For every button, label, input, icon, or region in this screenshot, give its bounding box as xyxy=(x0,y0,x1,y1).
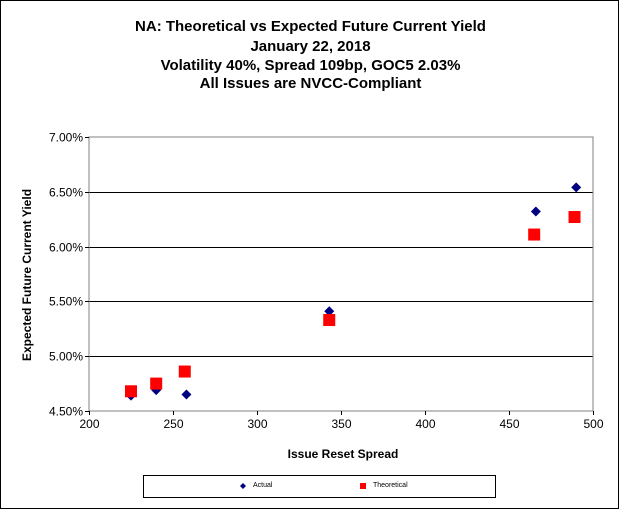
point-actual xyxy=(324,306,335,317)
y-axis-title: Expected Future Current Yield xyxy=(20,189,34,361)
point-actual xyxy=(530,206,541,217)
x-tick-label: 200 xyxy=(79,417,99,431)
point-theoretical xyxy=(125,385,137,398)
x-axis-title: Issue Reset Spread xyxy=(288,447,399,461)
square-icon xyxy=(360,483,366,489)
point-theoretical xyxy=(178,365,191,378)
axis-ticks: 4.50% 5.00% 5.50% 6.00% 6.50% 7.00% 200 250 300 3… xyxy=(49,131,604,432)
gridlines xyxy=(89,192,593,357)
diamond-icon xyxy=(240,483,246,489)
chart-title-line-2: January 22, 2018 xyxy=(250,38,371,55)
point-theoretical xyxy=(150,377,163,390)
x-tick-label: 350 xyxy=(331,417,351,431)
legend: Actual Theoretical xyxy=(143,475,496,498)
chart-title-line-4: All Issues are NVCC-Compliant xyxy=(199,75,422,92)
y-tick-label: 6.50% xyxy=(49,186,83,200)
point-theoretical xyxy=(323,314,336,327)
legend-label-actual: Actual xyxy=(253,482,273,489)
data-points xyxy=(125,182,582,401)
plot-area xyxy=(88,136,594,412)
y-tick-label: 6.00% xyxy=(49,241,83,255)
x-tick-label: 450 xyxy=(499,417,519,431)
chart-title-line-3: Volatility 40%, Spread 109bp, GOC5 2.03% xyxy=(160,57,461,74)
y-tick-label: 4.50% xyxy=(49,405,83,419)
y-tick-label: 5.50% xyxy=(49,295,83,309)
y-tick-label: 5.00% xyxy=(49,350,83,364)
x-tick-label: 250 xyxy=(163,417,183,431)
point-theoretical xyxy=(568,211,581,224)
x-tick-label: 300 xyxy=(247,417,267,431)
x-tick-label: 500 xyxy=(583,417,603,431)
chart-title-line-1: NA: Theoretical vs Expected Future Curre… xyxy=(135,18,486,35)
y-tick-label: 7.00% xyxy=(49,131,83,145)
point-actual xyxy=(181,389,192,400)
point-actual xyxy=(571,182,582,193)
legend-label-theoretical: Theoretical xyxy=(373,482,408,489)
point-theoretical xyxy=(528,228,541,241)
x-tick-label: 400 xyxy=(415,417,435,431)
